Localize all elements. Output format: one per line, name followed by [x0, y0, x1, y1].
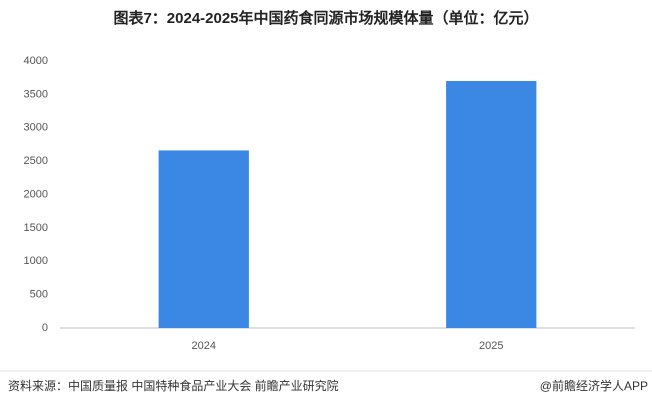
chart-title: 图表7：2024-2025年中国药食同源市场规模体量（单位：亿元） — [113, 9, 538, 27]
y-tick-label: 1500 — [24, 222, 48, 234]
source-note: 资料来源：中国质量报 中国特种食品产业大会 前瞻产业研究院 — [8, 378, 339, 393]
y-tick-label: 2000 — [24, 188, 48, 200]
bar — [446, 81, 537, 329]
y-tick-label: 2500 — [24, 155, 48, 167]
y-tick-label: 1000 — [24, 255, 48, 267]
y-tick-label: 4000 — [24, 55, 48, 67]
y-tick-label: 0 — [42, 322, 48, 334]
y-tick-label: 500 — [30, 289, 48, 301]
y-tick-label: 3500 — [24, 88, 48, 100]
bar — [158, 150, 249, 328]
credit: @前瞻经济学人APP — [540, 378, 648, 393]
y-tick-label: 3000 — [24, 122, 48, 134]
x-tick-label: 2024 — [192, 340, 216, 352]
x-tick-label: 2025 — [479, 340, 503, 352]
